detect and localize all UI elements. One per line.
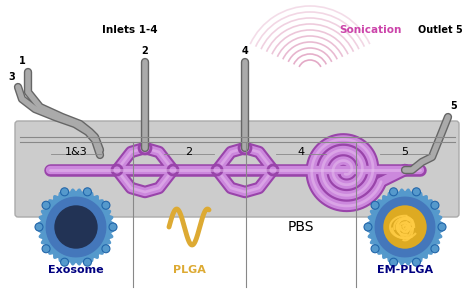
Text: Outlet 5: Outlet 5 [418,25,462,35]
Circle shape [61,258,69,266]
Circle shape [390,258,398,266]
Polygon shape [367,189,443,265]
Circle shape [438,223,446,231]
Text: 5: 5 [401,147,409,157]
Circle shape [109,223,117,231]
Circle shape [55,205,98,249]
Circle shape [371,245,379,253]
Circle shape [112,165,122,175]
Circle shape [390,188,398,196]
Text: 1: 1 [18,56,26,66]
Circle shape [83,188,91,196]
Circle shape [61,188,69,196]
Circle shape [431,201,439,209]
Circle shape [102,245,110,253]
Text: Sonication: Sonication [339,25,401,35]
Circle shape [42,245,50,253]
Circle shape [371,201,379,209]
Text: 2: 2 [142,46,148,56]
Circle shape [239,142,251,154]
Circle shape [412,258,420,266]
Polygon shape [46,197,106,257]
Text: 4: 4 [298,147,305,157]
Text: 1&3: 1&3 [64,147,87,157]
Circle shape [35,223,43,231]
Circle shape [431,245,439,253]
Circle shape [383,205,427,249]
Text: PBS: PBS [288,220,314,234]
Circle shape [139,142,151,154]
Text: Inlets 1-4: Inlets 1-4 [102,25,158,35]
Text: 4: 4 [242,46,248,56]
Polygon shape [375,197,435,257]
Circle shape [168,165,178,175]
Circle shape [364,223,372,231]
Text: EM-PLGA: EM-PLGA [377,265,433,275]
Circle shape [102,201,110,209]
Text: Exosome: Exosome [48,265,104,275]
Circle shape [268,165,278,175]
Circle shape [42,201,50,209]
Text: PLGA: PLGA [173,265,205,275]
Polygon shape [38,189,114,265]
Text: 3: 3 [9,72,15,82]
Text: 2: 2 [185,147,192,157]
Text: 5: 5 [451,101,457,111]
Circle shape [212,165,222,175]
Circle shape [412,188,420,196]
Circle shape [83,258,91,266]
FancyBboxPatch shape [15,121,459,217]
